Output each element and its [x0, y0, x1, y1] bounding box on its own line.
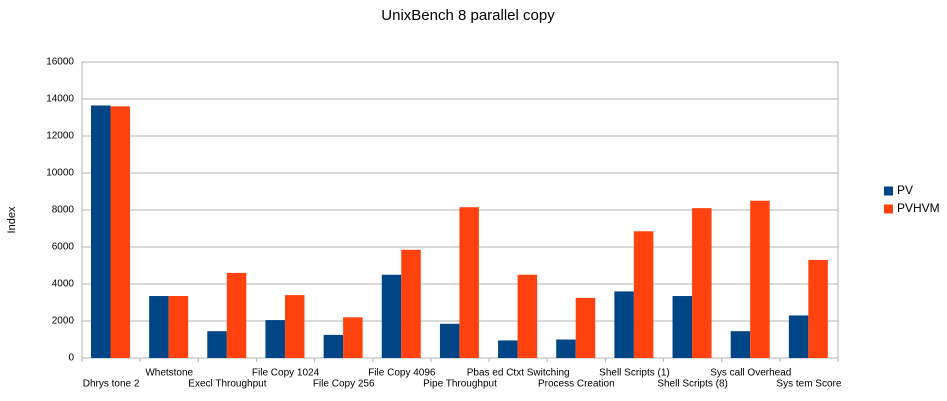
bar — [614, 291, 634, 358]
y-tick-label: 12000 — [46, 131, 74, 142]
x-tick-label: Execl Throughput — [188, 379, 266, 390]
bar — [226, 272, 247, 358]
bar — [788, 315, 809, 358]
legend-swatch — [884, 204, 893, 214]
x-tick-label: Shell Scripts (8) — [657, 379, 728, 390]
bar — [265, 320, 285, 358]
x-tick-label: File Copy 256 — [313, 379, 375, 390]
bar — [575, 297, 596, 358]
bar — [381, 274, 402, 358]
legend-label: PVHVM — [897, 201, 940, 215]
bar — [633, 231, 654, 358]
bar — [401, 249, 421, 358]
x-tick-label: Shell Scripts (1) — [599, 368, 670, 379]
x-tick-label: File Copy 4096 — [368, 368, 436, 379]
y-tick-label: 2000 — [52, 316, 75, 327]
bar — [343, 317, 363, 358]
y-tick-label: 16000 — [46, 57, 74, 68]
bar — [517, 274, 538, 358]
x-tick-label: Process Creation — [538, 379, 615, 390]
bar — [110, 106, 130, 359]
bar — [498, 340, 518, 358]
bar — [207, 331, 227, 358]
bar — [750, 200, 770, 358]
y-tick-label: 0 — [68, 353, 74, 364]
x-tick-label: Pipe Throughput — [423, 379, 497, 390]
bar — [439, 323, 460, 358]
x-tick-label: File Copy 1024 — [252, 368, 320, 379]
y-tick-label: 8000 — [52, 205, 75, 216]
legend-swatch — [884, 186, 893, 196]
x-tick-label: Pbas ed Ctxt Switching — [467, 368, 570, 379]
bar — [808, 259, 828, 358]
legend-label: PV — [897, 183, 913, 197]
x-tick-label: Dhrys tone 2 — [83, 379, 140, 390]
y-tick-label: 10000 — [46, 168, 74, 179]
y-tick-label: 4000 — [52, 279, 75, 290]
bar — [459, 207, 479, 358]
x-tick-label: Sys call Overhead — [710, 368, 791, 379]
bar — [91, 105, 111, 358]
bar — [284, 295, 305, 358]
bar — [692, 208, 712, 358]
bar — [556, 339, 576, 358]
y-tick-label: 14000 — [46, 94, 74, 105]
y-axis-title: Index — [6, 206, 18, 233]
x-tick-label: Whetstone — [145, 368, 193, 379]
bar — [323, 334, 344, 358]
bar — [730, 331, 751, 358]
x-tick-label: Sys tem Score — [776, 379, 841, 390]
chart-title: UnixBench 8 parallel copy — [381, 7, 555, 24]
bar — [149, 296, 169, 358]
bar — [168, 296, 189, 358]
y-tick-label: 6000 — [52, 242, 75, 253]
bar — [672, 296, 693, 358]
